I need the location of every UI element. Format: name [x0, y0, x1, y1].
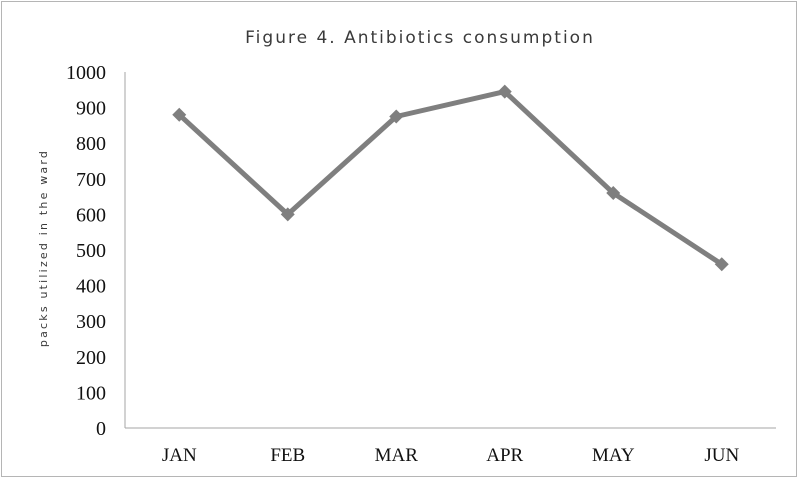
data-point-marker	[389, 109, 404, 124]
series-layer	[172, 84, 729, 272]
data-point-marker	[497, 84, 512, 99]
y-tick-label: 300	[76, 311, 106, 333]
y-tick-label: 600	[76, 204, 106, 226]
y-tick-label: 500	[76, 240, 106, 262]
data-point-marker	[172, 107, 187, 122]
y-tick-label: 200	[76, 347, 106, 369]
data-point-marker	[280, 207, 295, 222]
y-axis-ticks: 0 100 200 300 400 500 600 700 800 900 1000	[66, 62, 106, 440]
y-axis-label: packs utilized in the ward	[37, 149, 50, 347]
y-tick-label: 400	[76, 276, 106, 298]
x-tick-label: APR	[486, 445, 523, 466]
x-axis-ticks: JAN FEB MAR APR MAY JUN	[162, 445, 740, 466]
data-point-marker	[714, 257, 729, 272]
x-tick-label: MAY	[592, 445, 635, 466]
x-tick-label: FEB	[270, 445, 305, 466]
x-tick-label: JUN	[704, 445, 739, 466]
y-tick-label: 800	[76, 133, 106, 155]
data-point-marker	[606, 186, 621, 201]
chart-title: Figure 4. Antibiotics consumption	[245, 28, 595, 48]
x-tick-label: MAR	[375, 445, 419, 466]
x-tick-label: JAN	[162, 445, 197, 466]
y-tick-label: 900	[76, 98, 106, 120]
y-tick-label: 100	[76, 382, 106, 404]
y-tick-label: 1000	[66, 62, 106, 84]
series-line	[177, 89, 724, 267]
y-tick-label: 0	[96, 418, 106, 440]
y-tick-label: 700	[76, 169, 106, 191]
